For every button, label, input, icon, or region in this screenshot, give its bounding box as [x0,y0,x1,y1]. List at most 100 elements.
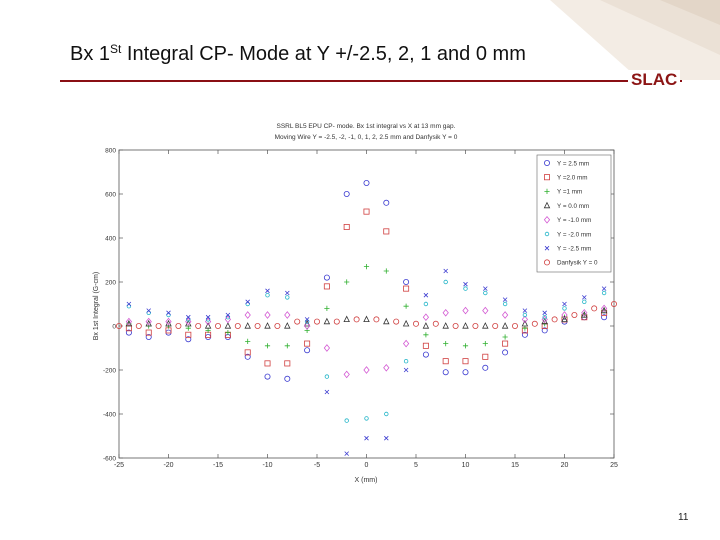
data-point [601,314,608,321]
data-point [265,288,270,294]
data-point [502,297,508,302]
x-tick-label: -15 [213,462,223,469]
data-point [185,336,192,343]
data-point [422,351,429,358]
x-tick-label: -10 [262,462,272,469]
data-point [601,286,607,291]
data-point [363,315,370,323]
data-point [502,334,508,340]
legend-label: Y =2.0 mm [557,175,588,182]
data-point [284,343,290,349]
data-point [521,331,528,338]
legend-label: Y =1 mm [557,189,582,196]
data-point [502,301,508,307]
x-axis-label: X (mm) [355,477,378,484]
data-point [214,322,221,329]
data-point [363,264,370,270]
data-point [125,317,133,326]
data-point [521,315,529,324]
data-point [462,343,469,349]
data-point [442,358,449,365]
data-point [402,339,410,348]
data-point [423,292,429,298]
data-point [363,179,370,186]
data-point [582,295,587,300]
data-point [561,315,568,323]
data-point [383,228,390,235]
data-point [333,318,340,325]
data-point [611,300,618,307]
data-point [521,319,529,327]
x-tick-label: -25 [114,462,124,469]
data-point [364,435,369,441]
legend-marker [544,245,550,251]
data-point [542,310,547,316]
data-point [125,329,132,336]
data-point [501,322,509,329]
data-point [245,338,251,344]
x-tick-label: 10 [462,462,470,469]
data-point [284,375,291,382]
data-point [502,340,509,347]
data-point [304,347,311,354]
data-point [422,322,430,329]
data-point [294,318,301,325]
legend-box [536,154,612,273]
data-point [264,373,271,380]
data-point [265,293,270,298]
data-point [244,322,251,329]
data-point [205,327,211,333]
series-5 [126,279,607,423]
data-point [482,306,489,315]
x-tick-label: -20 [163,462,173,469]
data-point [562,301,567,307]
data-point [264,311,271,319]
data-point [383,363,390,372]
data-point [442,308,449,317]
data-point [343,315,350,323]
data-point [146,308,151,313]
legend-label: Y = -2.0 mm [557,231,591,238]
data-point [482,364,489,371]
data-point [522,308,528,313]
data-point [483,290,488,296]
data-point [403,367,409,373]
data-point [166,310,171,316]
data-point [462,369,469,376]
data-point [383,268,389,274]
legend-label: Y = -1.0 mm [557,217,591,224]
data-point [343,370,350,379]
data-point [373,316,380,323]
data-point [145,333,152,340]
chart-subtitle: Moving Wire Y = -2.5, -2, -1, 0, 1, 2, 2… [275,134,458,141]
chart-legend: Y = 2.5 mm Y =2.0 mm Y =1 mm Y = 0.0 mm Y = … [536,154,612,273]
page-number: 11 [678,512,689,523]
series-7 [116,300,618,329]
data-point [165,317,172,326]
data-point [472,322,479,329]
data-point [384,435,389,441]
y-tick-label: 600 [105,192,116,199]
data-point [284,322,291,329]
title-divider [60,80,682,82]
data-point [502,349,509,356]
y-tick-label: -200 [103,368,116,375]
data-point [403,285,410,292]
data-point [393,318,400,325]
x-tick-label: 5 [414,462,418,469]
data-point [492,322,499,329]
legend-label: Danfysik Y = 0 [557,260,598,267]
data-point [284,311,291,319]
data-point [323,344,331,352]
data-point [324,374,330,379]
chart-axes: -25 -20 -15 -10 -5 0 5 10 15 20 25 -600 -400 -200 0 200… [103,148,618,470]
data-point [343,223,350,230]
data-point [323,283,330,290]
data-point [402,319,410,327]
data-point [264,360,271,367]
data-point [244,353,251,360]
data-point [412,320,419,327]
data-point [185,325,191,331]
data-point [145,329,152,336]
legend-label: Y = 0.0 mm [557,203,589,210]
